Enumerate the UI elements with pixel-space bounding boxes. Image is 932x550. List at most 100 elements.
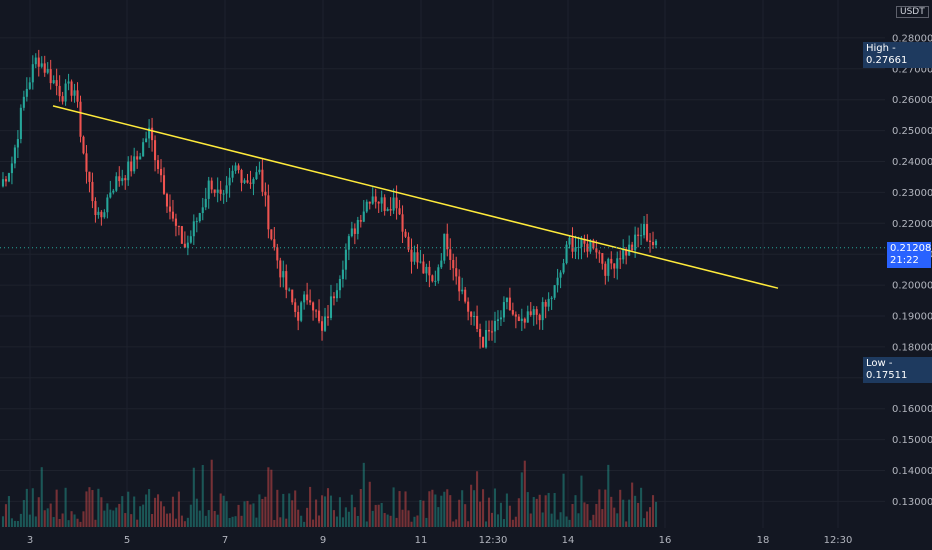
volume-bar [270, 469, 273, 527]
candle [148, 127, 151, 139]
volume-bar [413, 516, 416, 527]
volume-bar [177, 491, 180, 527]
candle [368, 201, 371, 204]
candle [213, 189, 216, 193]
candle [303, 294, 306, 303]
volume-bar [55, 489, 58, 527]
candle [94, 201, 97, 216]
candle [374, 196, 377, 202]
candle [85, 153, 88, 172]
candle [625, 249, 628, 256]
candle [58, 85, 61, 97]
candle [648, 240, 652, 242]
price-tick-label: 0.19000 [892, 312, 932, 323]
candle [413, 252, 416, 262]
volume-bar [634, 495, 637, 527]
candle [538, 314, 541, 321]
volume-bar [523, 460, 526, 527]
volume-bar [79, 521, 82, 527]
volume-bar [31, 488, 34, 527]
price-tick-label: 0.25000 [892, 126, 932, 137]
candle [240, 170, 243, 183]
candle [180, 226, 183, 244]
volume-bar [508, 505, 511, 527]
candle [332, 296, 336, 299]
candle [309, 300, 312, 303]
volume-bar [306, 507, 309, 527]
time-tick-label: 3 [27, 535, 33, 546]
volume-bar [168, 513, 172, 527]
volume-bar [431, 489, 434, 527]
candle [234, 165, 237, 171]
candle [505, 297, 508, 303]
volume-bar [252, 503, 255, 527]
volume-bar [43, 510, 46, 527]
candle [168, 206, 172, 212]
volume-bar [559, 512, 562, 527]
volume-bar [234, 516, 237, 527]
price-tick-label: 0.28000 [892, 33, 932, 44]
volume-bar [616, 513, 619, 527]
volume-bar [643, 518, 646, 527]
volume-bar [261, 498, 264, 527]
volume-bar [607, 464, 610, 527]
candle [100, 211, 103, 218]
price-tick-label: 0.18000 [892, 342, 932, 353]
volume-bar [25, 488, 28, 527]
volume-bar [288, 493, 291, 527]
candle [297, 311, 300, 321]
candle [499, 317, 502, 320]
volume-bar [222, 495, 225, 527]
candle [162, 175, 166, 194]
candle [362, 211, 365, 222]
volume-bar [240, 515, 243, 527]
volume-bar [195, 498, 198, 527]
volume-bars [1, 459, 658, 527]
candle [526, 311, 529, 323]
candle [136, 156, 139, 160]
candle [455, 268, 458, 277]
candle [318, 310, 321, 322]
volume-bar [374, 504, 377, 527]
trendline[interactable] [52, 105, 779, 289]
volume-bar [353, 507, 356, 527]
volume-bar [428, 491, 431, 527]
price-tick-label: 0.14000 [892, 466, 932, 477]
volume-bar [329, 495, 333, 527]
volume-bar [613, 507, 616, 527]
volume-bar [16, 520, 19, 527]
time-tick-label: 16 [659, 535, 672, 546]
candle [189, 236, 192, 243]
candle [565, 244, 568, 264]
candle [228, 177, 231, 186]
volume-bar [461, 490, 464, 527]
candle [320, 321, 324, 331]
candle [410, 249, 413, 262]
candle [622, 249, 625, 260]
volume-bar [61, 513, 64, 527]
volume-bar [574, 495, 577, 527]
price-tick-label: 0.26000 [892, 95, 932, 106]
volume-bar [174, 518, 177, 527]
volume-bar [64, 487, 67, 527]
volume-bar [547, 492, 550, 527]
volume-bar [7, 496, 10, 527]
candle [464, 289, 467, 302]
volume-bar [484, 521, 488, 527]
candle [535, 309, 538, 315]
candle [159, 168, 163, 176]
volume-bar [130, 514, 133, 527]
currency-unit-label[interactable]: USDT [896, 6, 929, 18]
price-tick-label: 0.13000 [892, 497, 932, 508]
candle [231, 170, 234, 178]
volume-bar [577, 513, 580, 527]
volume-bar [213, 510, 216, 527]
volume-bar [499, 502, 502, 527]
candle [285, 271, 288, 290]
candle [335, 290, 338, 299]
volume-bar [52, 517, 55, 527]
candle [532, 309, 535, 315]
candle [550, 297, 553, 299]
candle [222, 193, 225, 195]
